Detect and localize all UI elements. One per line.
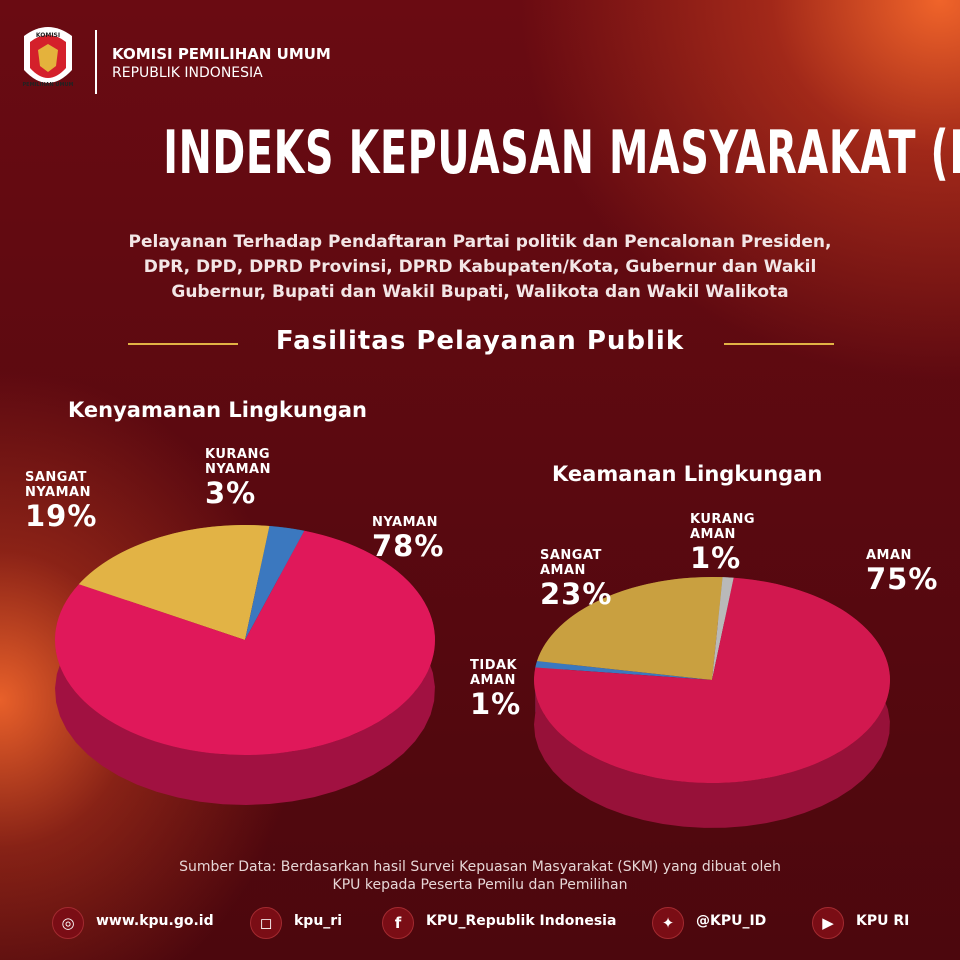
slice-value: 75% xyxy=(866,562,939,596)
slice-name: TIDAK AMAN xyxy=(470,658,518,688)
slice-name: AMAN xyxy=(866,548,912,563)
slice-name: SANGAT AMAN xyxy=(540,548,602,578)
link[interactable]: www.kpu.go.id xyxy=(96,913,214,929)
slice xyxy=(245,525,305,640)
slice-value: 1% xyxy=(690,541,742,575)
slice-name: KURANG AMAN xyxy=(690,512,756,542)
slice-label: AMAN 75% xyxy=(866,548,939,596)
slice xyxy=(537,577,723,680)
section-title: Fasilitas Pelayanan Publik xyxy=(275,326,685,356)
icon-instagram: ◻ xyxy=(250,907,282,939)
slice-label: NYAMAN 78% xyxy=(372,515,452,562)
slice-value: 19% xyxy=(25,499,98,533)
link[interactable]: KPU_Republik Indonesia xyxy=(426,913,617,929)
slice-label: SANGAT NYAMAN 19% xyxy=(25,470,115,532)
source: Sumber Data: Berdasarkan hasil Survei Ke… xyxy=(179,859,781,893)
slice xyxy=(54,530,435,756)
slice xyxy=(712,577,734,680)
slice-value: 3% xyxy=(205,476,257,510)
slice-label: KURANG NYAMAN 3% xyxy=(205,447,285,509)
chart-title: Kenyamanan Lingkungan xyxy=(68,398,367,422)
slice-label: SANGAT AMAN 23% xyxy=(540,548,620,610)
slice xyxy=(535,661,712,680)
link[interactable]: @KPU_ID xyxy=(696,913,767,929)
org-sub: REPUBLIK INDONESIA xyxy=(112,65,263,81)
org-name: KOMISI PEMILIHAN UMUM xyxy=(112,45,331,63)
link[interactable]: kpu_ri xyxy=(294,913,343,929)
slice-value: 23% xyxy=(540,577,613,611)
slice xyxy=(534,577,890,784)
slice-name: KURANG NYAMAN xyxy=(205,447,271,477)
slice-label: TIDAK AMAN 1% xyxy=(470,658,530,720)
icon-facebook: f xyxy=(382,907,414,939)
slice xyxy=(78,525,270,640)
title: INDEKS KEPUASAN MASYARAKAT (IKM) 2021 xyxy=(163,118,960,188)
chart-title: Keamanan Lingkungan xyxy=(552,462,823,486)
slice-name: SANGAT NYAMAN xyxy=(25,470,91,500)
icon-youtube: ▶ xyxy=(812,907,844,939)
logo-text: KOMISI xyxy=(36,32,60,39)
icon-web: ◎ xyxy=(52,907,84,939)
link[interactable]: KPU RI xyxy=(856,913,910,929)
icon-twitter: ✦ xyxy=(652,907,684,939)
pies xyxy=(54,525,890,828)
slice-value: 78% xyxy=(372,529,445,563)
logo-text: PEMILIHAN UMUM xyxy=(22,82,73,88)
slice-value: 1% xyxy=(470,687,522,721)
slice-label: KURANG AMAN 1% xyxy=(690,512,770,574)
logo-garuda xyxy=(38,44,58,72)
slice-name: NYAMAN xyxy=(372,515,438,530)
subtitle: Pelayanan Terhadap Pendaftaran Partai po… xyxy=(128,232,832,302)
